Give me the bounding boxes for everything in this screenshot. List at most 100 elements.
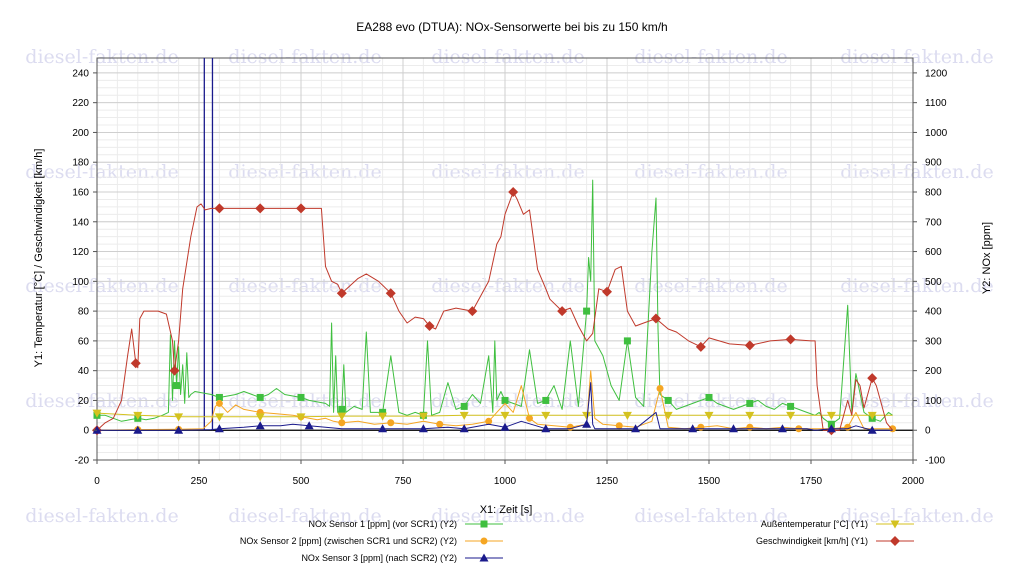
series-point [582, 419, 592, 428]
series-point [500, 422, 510, 431]
series-point [746, 423, 754, 431]
x-tick-label: 500 [293, 476, 310, 487]
series-point [500, 411, 510, 420]
series-point [705, 393, 713, 401]
y-right-tick-label: 600 [925, 247, 942, 258]
series-point [826, 424, 836, 433]
series-point [296, 413, 306, 422]
x-tick-label: 2000 [902, 476, 925, 487]
series-point [697, 423, 705, 431]
series-layer [92, 179, 897, 436]
y-right-tick-label: -100 [925, 456, 945, 467]
series-point [867, 411, 877, 420]
series-point [214, 203, 225, 214]
y-left-tick-label: 120 [72, 247, 89, 258]
legend-label: NOx Sensor 1 [ppm] (vor SCR1) (Y2) [308, 519, 457, 529]
watermark-text: diesel-fakten.de [228, 505, 381, 527]
chart-title: EA288 evo (DTUA): NOx-Sensorwerte bei bi… [356, 20, 667, 34]
legend-label: NOx Sensor 2 [ppm] (zwischen SCR1 und SC… [240, 536, 457, 546]
watermark-text: diesel-fakten.de [431, 505, 584, 527]
y-left-tick-label: 40 [78, 366, 90, 377]
series-point [387, 419, 395, 427]
vertical-markers [203, 58, 214, 431]
watermark-text: diesel-fakten.de [634, 46, 787, 68]
series-line [97, 179, 893, 425]
legend-marker [480, 520, 488, 528]
series-point [542, 396, 550, 404]
series-point [650, 313, 661, 324]
series-point [622, 411, 632, 420]
y-right-tick-label: 500 [925, 277, 942, 288]
series-point [631, 424, 641, 433]
x-tick-label: 1500 [698, 476, 721, 487]
watermark-text: diesel-fakten.de [431, 161, 584, 183]
legend-marker [480, 537, 488, 545]
x-tick-label: 1000 [494, 476, 517, 487]
series-point [174, 425, 184, 434]
series-point [256, 393, 264, 401]
legend-marker [479, 553, 489, 562]
y-right-tick-label: 1100 [925, 98, 947, 109]
series-point [663, 411, 673, 420]
series-point [467, 306, 478, 317]
watermark-text: diesel-fakten.de [840, 505, 993, 527]
series-point [826, 411, 836, 420]
y-left-tick-label: 200 [72, 128, 89, 139]
series-point [485, 417, 493, 425]
series-point [297, 393, 305, 401]
watermark-text: diesel-fakten.de [431, 46, 584, 68]
y-right-tick-label: 900 [925, 158, 942, 169]
x-tick-label: 250 [191, 476, 208, 487]
series-point [460, 402, 468, 410]
series-point [688, 424, 698, 433]
series-2 [92, 382, 893, 434]
y-right-tick-label: 0 [925, 426, 931, 437]
series-point [867, 425, 877, 434]
watermark-layer: diesel-fakten.de diesel-fakten.de diesel-f… [25, 46, 993, 527]
series-point [889, 425, 897, 433]
y-right-tick-label: 200 [925, 366, 942, 377]
x-tick-label: 0 [94, 476, 100, 487]
series-point [255, 413, 265, 422]
series-4 [92, 187, 893, 436]
series-point [424, 321, 435, 331]
legend: NOx Sensor 1 [ppm] (vor SCR1) (Y2) NOx Se… [240, 519, 914, 563]
series-point [133, 425, 143, 434]
series-point [615, 422, 623, 430]
series-point [379, 408, 387, 416]
watermark-text: diesel-fakten.de [840, 46, 993, 68]
series-point [656, 385, 664, 393]
series-point [786, 411, 796, 420]
y-right-tick-label: 300 [925, 336, 942, 347]
watermark-text: diesel-fakten.de [228, 46, 381, 68]
series-point [255, 421, 265, 430]
series-point [602, 286, 612, 297]
series-point [169, 365, 180, 376]
y-axis-right-label: Y2: NOx [ppm] [981, 222, 993, 294]
series-3 [92, 409, 893, 422]
watermark-text: diesel-fakten.de [634, 505, 787, 527]
series-point [541, 424, 551, 433]
series-point [583, 307, 591, 315]
series-point [746, 399, 754, 407]
legend-label: Geschwindigkeit [km/h] (Y1) [756, 536, 868, 546]
y-left-tick-label: 80 [78, 307, 90, 318]
watermark-text: diesel-fakten.de [25, 390, 178, 412]
series-point [378, 412, 388, 421]
legend-marker [890, 520, 900, 529]
series-point [744, 340, 755, 351]
series-point [745, 411, 755, 420]
series-point [728, 424, 738, 433]
series-point [541, 411, 551, 420]
series-point [704, 411, 714, 420]
watermark-text: diesel-fakten.de [228, 161, 381, 183]
series-point [525, 414, 533, 422]
watermark-text: diesel-fakten.de [431, 275, 584, 297]
watermark-text: diesel-fakten.de [840, 161, 993, 183]
y-right-tick-label: 100 [925, 396, 942, 407]
y-left-tick-label: 160 [72, 188, 89, 199]
series-point [338, 419, 346, 427]
series-point [304, 421, 314, 430]
watermark-text: diesel-fakten.de [25, 275, 178, 297]
series-1 [93, 370, 897, 434]
